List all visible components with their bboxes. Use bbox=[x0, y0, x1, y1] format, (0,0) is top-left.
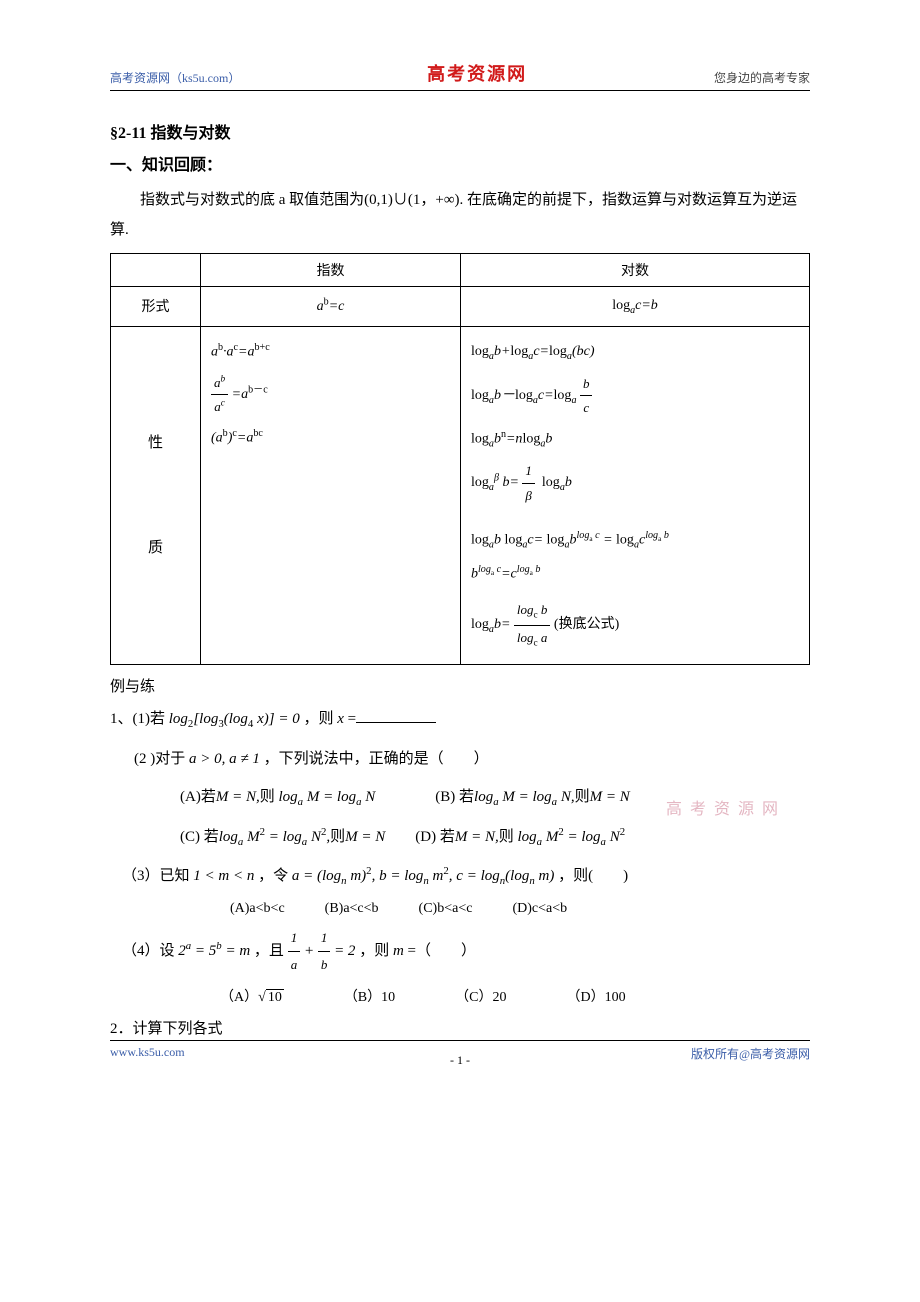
q4-optA: （A）√10 bbox=[220, 986, 284, 1006]
header-right: 您身边的高考专家 bbox=[714, 69, 810, 86]
q2-prefix: (2 )对于 bbox=[134, 751, 185, 767]
q1-var: x bbox=[337, 711, 347, 727]
page: 高考资源网（ks5u.com） 高考资源网 您身边的高考专家 §2-11 指数与… bbox=[0, 0, 920, 1092]
q4-options: （A）√10 （B）10 （C）20 （D）100 bbox=[220, 986, 810, 1006]
page-header: 高考资源网（ks5u.com） 高考资源网 您身边的高考专家 bbox=[110, 60, 810, 91]
col-exp: 指数 bbox=[201, 254, 461, 287]
q4-mid1: ，且 bbox=[254, 943, 284, 959]
example-label: 例与练 bbox=[110, 675, 810, 696]
prop-char2: 质 bbox=[148, 540, 163, 556]
intro-text: 指数式与对数式的底 a 取值范围为(0,1)∪(1，+∞). 在底确定的前提下，… bbox=[110, 185, 810, 245]
log-rule-5: logab logac= logabloga c = logacloga b bbox=[471, 527, 799, 555]
exp-rule-3: (ab)c=abc bbox=[211, 425, 450, 451]
exp-rule-1: ab·ac=ab+c bbox=[211, 339, 450, 365]
q2-optC: (C) 若loga M2 = loga N2,则M = N bbox=[180, 822, 385, 854]
log-rules-cell: logab+logac=loga(bc) logab－logac=loga bc… bbox=[461, 326, 810, 664]
question-1-2: (2 )对于 a > 0, a ≠ 1 ，下列说法中，正确的是（ ） bbox=[134, 744, 810, 774]
q3-mid: ，令 bbox=[258, 868, 288, 884]
q4-optD: （D）100 bbox=[567, 986, 626, 1006]
q3-prefix: （3）已知 bbox=[122, 868, 190, 884]
log-rule-2: logab－logac=loga bc bbox=[471, 372, 799, 420]
q4-prefix: （4）设 bbox=[122, 943, 175, 959]
q1-prefix: 1、(1)若 bbox=[110, 711, 165, 727]
q4-optB: （B）10 bbox=[344, 986, 395, 1006]
exp-rule-2: abac =ab－c bbox=[211, 371, 450, 419]
log-rule-1: logab+logac=loga(bc) bbox=[471, 339, 799, 366]
q2-optA: (A)若M = N,则 loga M = loga N bbox=[180, 782, 375, 814]
exp-rules-cell: ab·ac=ab+c abac =ab－c (ab)c=abc bbox=[201, 326, 461, 664]
q3-optB: (B)a<c<b bbox=[325, 901, 379, 917]
question-1-3: （3）已知 1 < m < n ，令 a = (logn m)2, b = lo… bbox=[122, 861, 810, 893]
sub-title: 一、知识回顾： bbox=[110, 151, 810, 175]
page-footer: www.ks5u.com - 1 - 版权所有@高考资源网 bbox=[110, 1040, 810, 1062]
row-prop-label: 性 质 bbox=[111, 326, 201, 664]
q3-suffix: ，则( ) bbox=[558, 868, 628, 884]
q2-row1: (A)若M = N,则 loga M = loga N (B) 若loga M … bbox=[180, 782, 810, 814]
q2-suffix: ，下列说法中，正确的是（ ） bbox=[264, 751, 489, 767]
row-form-label: 形式 bbox=[111, 287, 201, 327]
q2-optB: (B) 若loga M = loga N,则M = N bbox=[435, 782, 629, 814]
q3-options: (A)a<b<c (B)a<c<b (C)b<a<c (D)c<a<b bbox=[230, 901, 810, 917]
prop-char1: 性 bbox=[148, 435, 163, 451]
comparison-table: 指数 对数 形式 ab=c logac=b 性 质 ab·ac=ab+c aba… bbox=[110, 253, 810, 665]
header-left: 高考资源网（ks5u.com） bbox=[110, 69, 240, 86]
log-rule-7: logab= logc blogc a (换底公式) bbox=[471, 598, 799, 652]
question-1-1: 1、(1)若 log2[log3(log4 x)] = 0 ，则 x = bbox=[110, 704, 810, 736]
col-log: 对数 bbox=[461, 254, 810, 287]
footer-page-number: - 1 - bbox=[450, 1053, 470, 1068]
log-rule-3: logabn=nlogab bbox=[471, 426, 799, 454]
header-center-logo: 高考资源网 bbox=[427, 60, 527, 86]
log-rule-4: logaβ b= 1β logab bbox=[471, 459, 799, 507]
q1-blank bbox=[356, 722, 436, 723]
form-log: logac=b bbox=[461, 287, 810, 327]
log-rule-6: bloga c=cloga b bbox=[471, 561, 799, 587]
section-title: §2-11 指数与对数 bbox=[110, 119, 810, 143]
question-1-4: （4）设 2a = 5b = m ，且 1a + 1b = 2 ，则 m =（ … bbox=[122, 925, 810, 978]
q1-mid: ，则 bbox=[303, 711, 333, 727]
footer-left: www.ks5u.com bbox=[110, 1045, 185, 1062]
q2-row2: (C) 若loga M2 = loga N2,则M = N (D) 若M = N… bbox=[180, 822, 810, 854]
form-exp: ab=c bbox=[201, 287, 461, 327]
q4-optC: （C）20 bbox=[455, 986, 506, 1006]
q3-optC: (C)b<a<c bbox=[419, 901, 473, 917]
q3-optA: (A)a<b<c bbox=[230, 901, 285, 917]
q4-mid2: ，则 bbox=[359, 943, 389, 959]
q3-optD: (D)c<a<b bbox=[512, 901, 567, 917]
footer-right: 版权所有@高考资源网 bbox=[691, 1045, 810, 1062]
q2-optD: (D) 若M = N,则 loga M2 = loga N2 bbox=[415, 822, 625, 854]
